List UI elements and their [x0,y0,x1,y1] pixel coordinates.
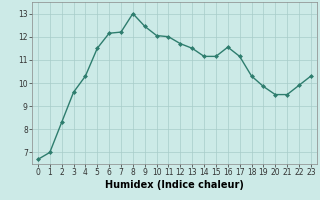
X-axis label: Humidex (Indice chaleur): Humidex (Indice chaleur) [105,180,244,190]
